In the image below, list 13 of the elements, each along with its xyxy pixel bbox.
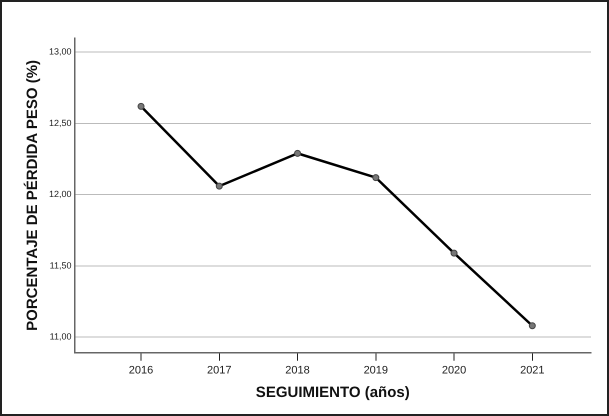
y-tick-label: 12,50: [48, 118, 72, 128]
y-tick-label: 11,00: [50, 332, 72, 342]
y-tick-label: 11,50: [50, 260, 72, 270]
x-tick-label: 2019: [364, 364, 388, 376]
x-tick-label: 2017: [207, 364, 232, 376]
x-tick-label: 2020: [442, 364, 466, 376]
x-tick-label: 2016: [128, 364, 154, 376]
y-tick-label: 13,00: [48, 46, 72, 57]
y-tick-label: 12,00: [48, 189, 72, 200]
x-axis-title: SEGUIMIENTO (años): [256, 384, 410, 402]
x-tick-label: 2018: [285, 364, 310, 376]
x-tick-label: 2021: [520, 364, 545, 376]
y-axis-title: PORCENTAJE DE PÉRDIDA PESO (%): [23, 60, 42, 331]
